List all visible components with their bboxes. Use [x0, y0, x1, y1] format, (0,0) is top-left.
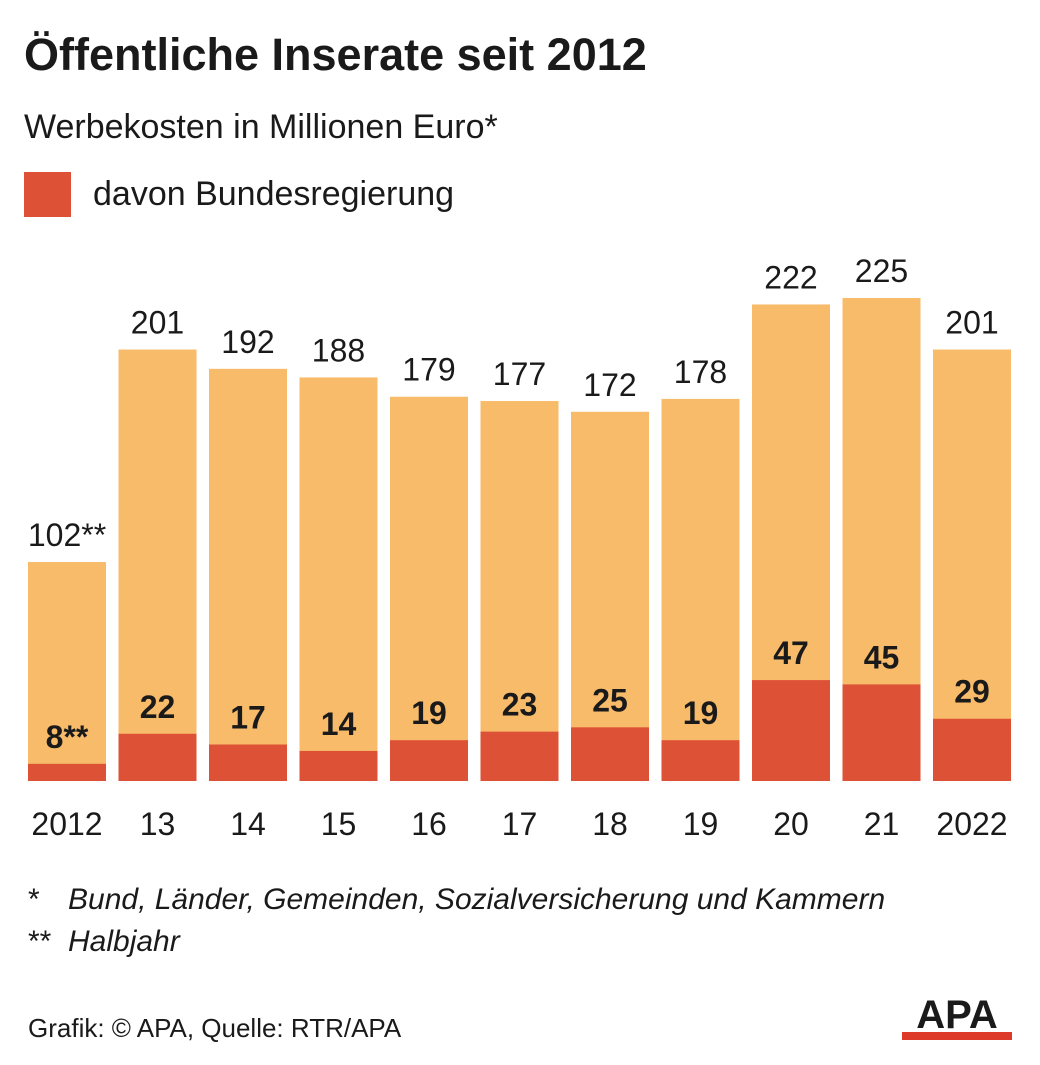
bar-federal-18: [571, 727, 649, 781]
label-federal-13: 22: [140, 689, 176, 725]
bar-total-14: [209, 368, 287, 781]
bar-total-17: [480, 401, 559, 781]
label-federal-18: 25: [592, 682, 628, 718]
x-tick-label-2012: 2012: [31, 806, 102, 842]
label-federal-2012: 8**: [46, 719, 89, 755]
bar-total-19: [661, 398, 740, 781]
x-tick-label-13: 13: [140, 806, 176, 842]
x-tick-label-14: 14: [230, 806, 266, 842]
bar-total-16: [390, 396, 468, 781]
bar-federal-16: [390, 740, 468, 781]
footnote-2-text: Halbjahr: [68, 925, 180, 958]
x-tick-label-20: 20: [773, 806, 809, 842]
bar-federal-20: [752, 680, 830, 781]
bar-total-18: [571, 411, 649, 781]
label-total-18: 172: [583, 367, 636, 403]
x-tick-label-21: 21: [864, 806, 900, 842]
bar-federal-2022: [933, 718, 1011, 781]
bar-federal-14: [209, 744, 287, 781]
chart-title: Öffentliche Inserate seit 2012: [24, 29, 647, 80]
bar-federal-2012: [28, 763, 106, 781]
label-total-17: 177: [493, 356, 546, 392]
bar-federal-21: [842, 684, 921, 781]
label-total-19: 178: [674, 354, 727, 390]
bar-total-13: [118, 349, 197, 781]
x-tick-label-15: 15: [321, 806, 357, 842]
bar-federal-17: [480, 731, 559, 781]
label-federal-16: 19: [411, 695, 447, 731]
label-federal-21: 45: [864, 639, 900, 675]
chart-subtitle: Werbekosten in Millionen Euro*: [24, 108, 498, 146]
x-tick-label-17: 17: [502, 806, 538, 842]
label-federal-14: 17: [230, 700, 266, 736]
label-total-16: 179: [402, 352, 455, 388]
label-federal-19: 19: [683, 695, 719, 731]
bar-total-2022: [933, 349, 1011, 781]
x-tick-label-18: 18: [592, 806, 628, 842]
footnote-1: * Bund, Länder, Gemeinden, Sozialversiche…: [28, 885, 885, 915]
label-federal-2022: 29: [954, 674, 990, 710]
bar-total-15: [299, 377, 378, 781]
legend-swatch-federal: [24, 172, 71, 217]
label-total-20: 222: [764, 259, 817, 295]
apa-logo-bar: [902, 1032, 1012, 1040]
label-total-21: 225: [855, 253, 908, 289]
label-total-13: 201: [131, 305, 184, 341]
bar-federal-13: [118, 733, 197, 781]
source-credit: Grafik: © APA, Quelle: RTR/APA: [28, 1013, 402, 1043]
label-federal-15: 14: [321, 706, 357, 742]
label-federal-20: 47: [773, 635, 809, 671]
x-tick-label-2022: 2022: [936, 806, 1007, 842]
label-federal-17: 23: [502, 687, 538, 723]
footnote-2: ** Halbjahr: [28, 927, 180, 957]
x-tick-label-19: 19: [683, 806, 719, 842]
legend-label-federal: davon Bundesregierung: [93, 175, 455, 213]
bar-federal-15: [299, 750, 378, 781]
bar-chart: 102** 8** 2012 201 22 13 192 17 14 188 14 15 179 19 16…: [28, 253, 1011, 842]
label-total-14: 192: [221, 324, 274, 360]
label-total-15: 188: [312, 332, 365, 368]
apa-logo-text: APA: [916, 995, 997, 1037]
label-total-2012: 102**: [28, 517, 106, 553]
x-tick-label-16: 16: [411, 806, 447, 842]
footnote-1-text: Bund, Länder, Gemeinden, Sozialversicher…: [68, 883, 886, 916]
bar-federal-19: [661, 740, 740, 781]
footnote-1-mark: *: [28, 883, 40, 916]
bar-total-2012: [28, 562, 106, 781]
apa-logo: APA: [902, 995, 1012, 1040]
label-total-2022: 201: [945, 305, 998, 341]
footnote-2-mark: **: [28, 925, 52, 958]
